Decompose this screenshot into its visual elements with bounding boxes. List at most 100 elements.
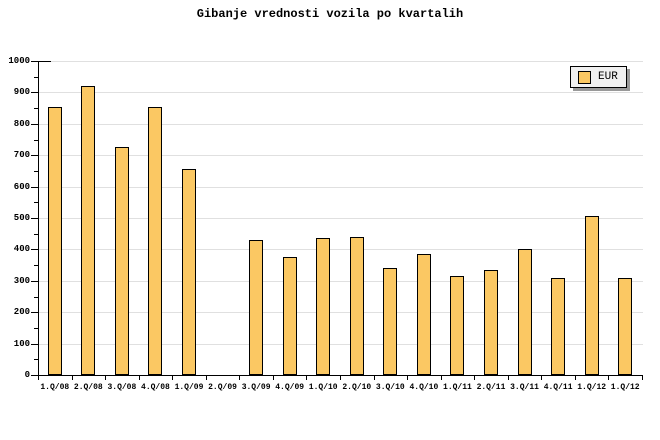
y-axis bbox=[38, 61, 39, 376]
x-category-tick bbox=[440, 376, 442, 380]
y-minor-tick bbox=[34, 233, 38, 235]
bar bbox=[81, 86, 96, 375]
legend-series-label: EUR bbox=[598, 70, 618, 83]
gridline bbox=[39, 218, 643, 219]
x-tick-label: 1.Q/09 bbox=[174, 383, 204, 392]
legend-swatch-icon bbox=[578, 70, 591, 84]
y-minor-tick bbox=[34, 202, 38, 204]
chart-title: Gibanje vrednosti vozila po kvartalih bbox=[196, 7, 464, 21]
y-tick-label: 1000 bbox=[8, 56, 30, 66]
bar bbox=[316, 238, 331, 375]
x-tick-label: 1.Q/12 bbox=[577, 383, 607, 392]
x-category-tick bbox=[608, 376, 610, 380]
gridline bbox=[39, 249, 643, 251]
y-major-tick bbox=[31, 312, 38, 314]
x-tick-label: 3.Q/09 bbox=[241, 383, 271, 392]
y-major-tick bbox=[31, 343, 38, 345]
x-category-tick bbox=[340, 376, 341, 380]
x-tick-label: 2.Q/10 bbox=[342, 383, 372, 392]
y-tick-label: 700 bbox=[13, 150, 30, 161]
x-category-tick bbox=[205, 376, 207, 380]
bar bbox=[148, 106, 163, 375]
bar bbox=[416, 254, 431, 375]
x-category-tick bbox=[507, 376, 509, 380]
x-tick-label: 4.Q/10 bbox=[409, 383, 439, 392]
x-tick-label: 1.Q/12 bbox=[610, 383, 640, 392]
x-category-tick bbox=[272, 376, 274, 380]
x-category-tick bbox=[541, 376, 543, 380]
x-tick-label: 2.Q/11 bbox=[476, 383, 506, 392]
x-tick-label: 3.Q/08 bbox=[107, 383, 137, 392]
x-tick-label: 4.Q/09 bbox=[275, 383, 305, 392]
y-major-tick bbox=[31, 280, 38, 282]
x-tick-label: 1.Q/08 bbox=[40, 383, 70, 392]
gridline bbox=[39, 280, 643, 282]
x-tick-label: 2.Q/08 bbox=[73, 383, 103, 392]
gridline bbox=[39, 186, 643, 188]
bar bbox=[551, 277, 566, 375]
bar bbox=[249, 239, 264, 375]
y-major-tick bbox=[31, 92, 38, 94]
y-major-tick bbox=[31, 218, 38, 219]
bar bbox=[517, 249, 532, 375]
x-tick-label: 4.Q/08 bbox=[141, 383, 170, 392]
y-axis-top-cap bbox=[38, 61, 51, 62]
x-category-tick bbox=[574, 376, 576, 380]
x-tick-label: 2.Q/09 bbox=[208, 383, 237, 392]
y-tick-label: 500 bbox=[13, 213, 30, 223]
y-minor-tick bbox=[34, 359, 38, 361]
x-axis bbox=[38, 375, 643, 376]
x-category-tick bbox=[105, 376, 107, 380]
y-tick-label: 800 bbox=[13, 118, 30, 129]
x-category-tick bbox=[642, 376, 643, 380]
y-tick-label: 300 bbox=[13, 275, 30, 286]
y-tick-label: 900 bbox=[13, 87, 30, 98]
bar bbox=[584, 216, 599, 375]
x-category-tick bbox=[407, 376, 409, 380]
y-major-tick bbox=[31, 375, 38, 376]
y-minor-tick bbox=[34, 327, 38, 329]
y-minor-tick bbox=[34, 76, 38, 78]
y-major-tick bbox=[31, 123, 38, 125]
x-category-tick bbox=[239, 376, 241, 380]
x-category-tick bbox=[373, 376, 375, 380]
y-minor-tick bbox=[34, 296, 38, 298]
bar bbox=[47, 106, 62, 375]
bar bbox=[450, 276, 465, 375]
gridline bbox=[39, 92, 643, 94]
y-major-tick bbox=[31, 186, 38, 188]
y-minor-tick bbox=[34, 139, 38, 141]
x-tick-label: 1.Q/10 bbox=[308, 383, 338, 392]
y-major-tick bbox=[31, 61, 38, 62]
y-tick-label: 200 bbox=[13, 307, 30, 318]
x-category-tick bbox=[474, 376, 476, 380]
y-major-tick bbox=[31, 249, 38, 251]
x-category-tick bbox=[38, 376, 39, 380]
bar bbox=[484, 269, 498, 375]
y-tick-label: 400 bbox=[13, 244, 30, 255]
gridline bbox=[39, 312, 643, 314]
legend: EUR bbox=[570, 66, 627, 88]
x-category-tick bbox=[306, 376, 308, 380]
bar bbox=[114, 147, 129, 375]
gridline bbox=[39, 343, 643, 345]
y-tick-label: 100 bbox=[13, 338, 30, 349]
x-tick-label: 3.Q/10 bbox=[375, 383, 405, 392]
y-minor-tick bbox=[34, 108, 38, 110]
x-tick-label: 1.Q/11 bbox=[443, 383, 472, 392]
bar bbox=[282, 257, 297, 375]
y-major-tick bbox=[31, 155, 38, 157]
bar bbox=[182, 169, 196, 375]
x-category-tick bbox=[71, 376, 73, 380]
x-tick-label: 3.Q/11 bbox=[510, 383, 539, 392]
gridline bbox=[39, 61, 643, 62]
gridline bbox=[39, 155, 643, 157]
bar bbox=[383, 268, 398, 375]
y-tick-label: 0 bbox=[24, 370, 30, 380]
y-tick-label: 600 bbox=[13, 181, 30, 192]
bar bbox=[349, 236, 364, 375]
gridline bbox=[39, 123, 643, 125]
y-minor-tick bbox=[34, 170, 38, 172]
bar bbox=[618, 277, 633, 375]
